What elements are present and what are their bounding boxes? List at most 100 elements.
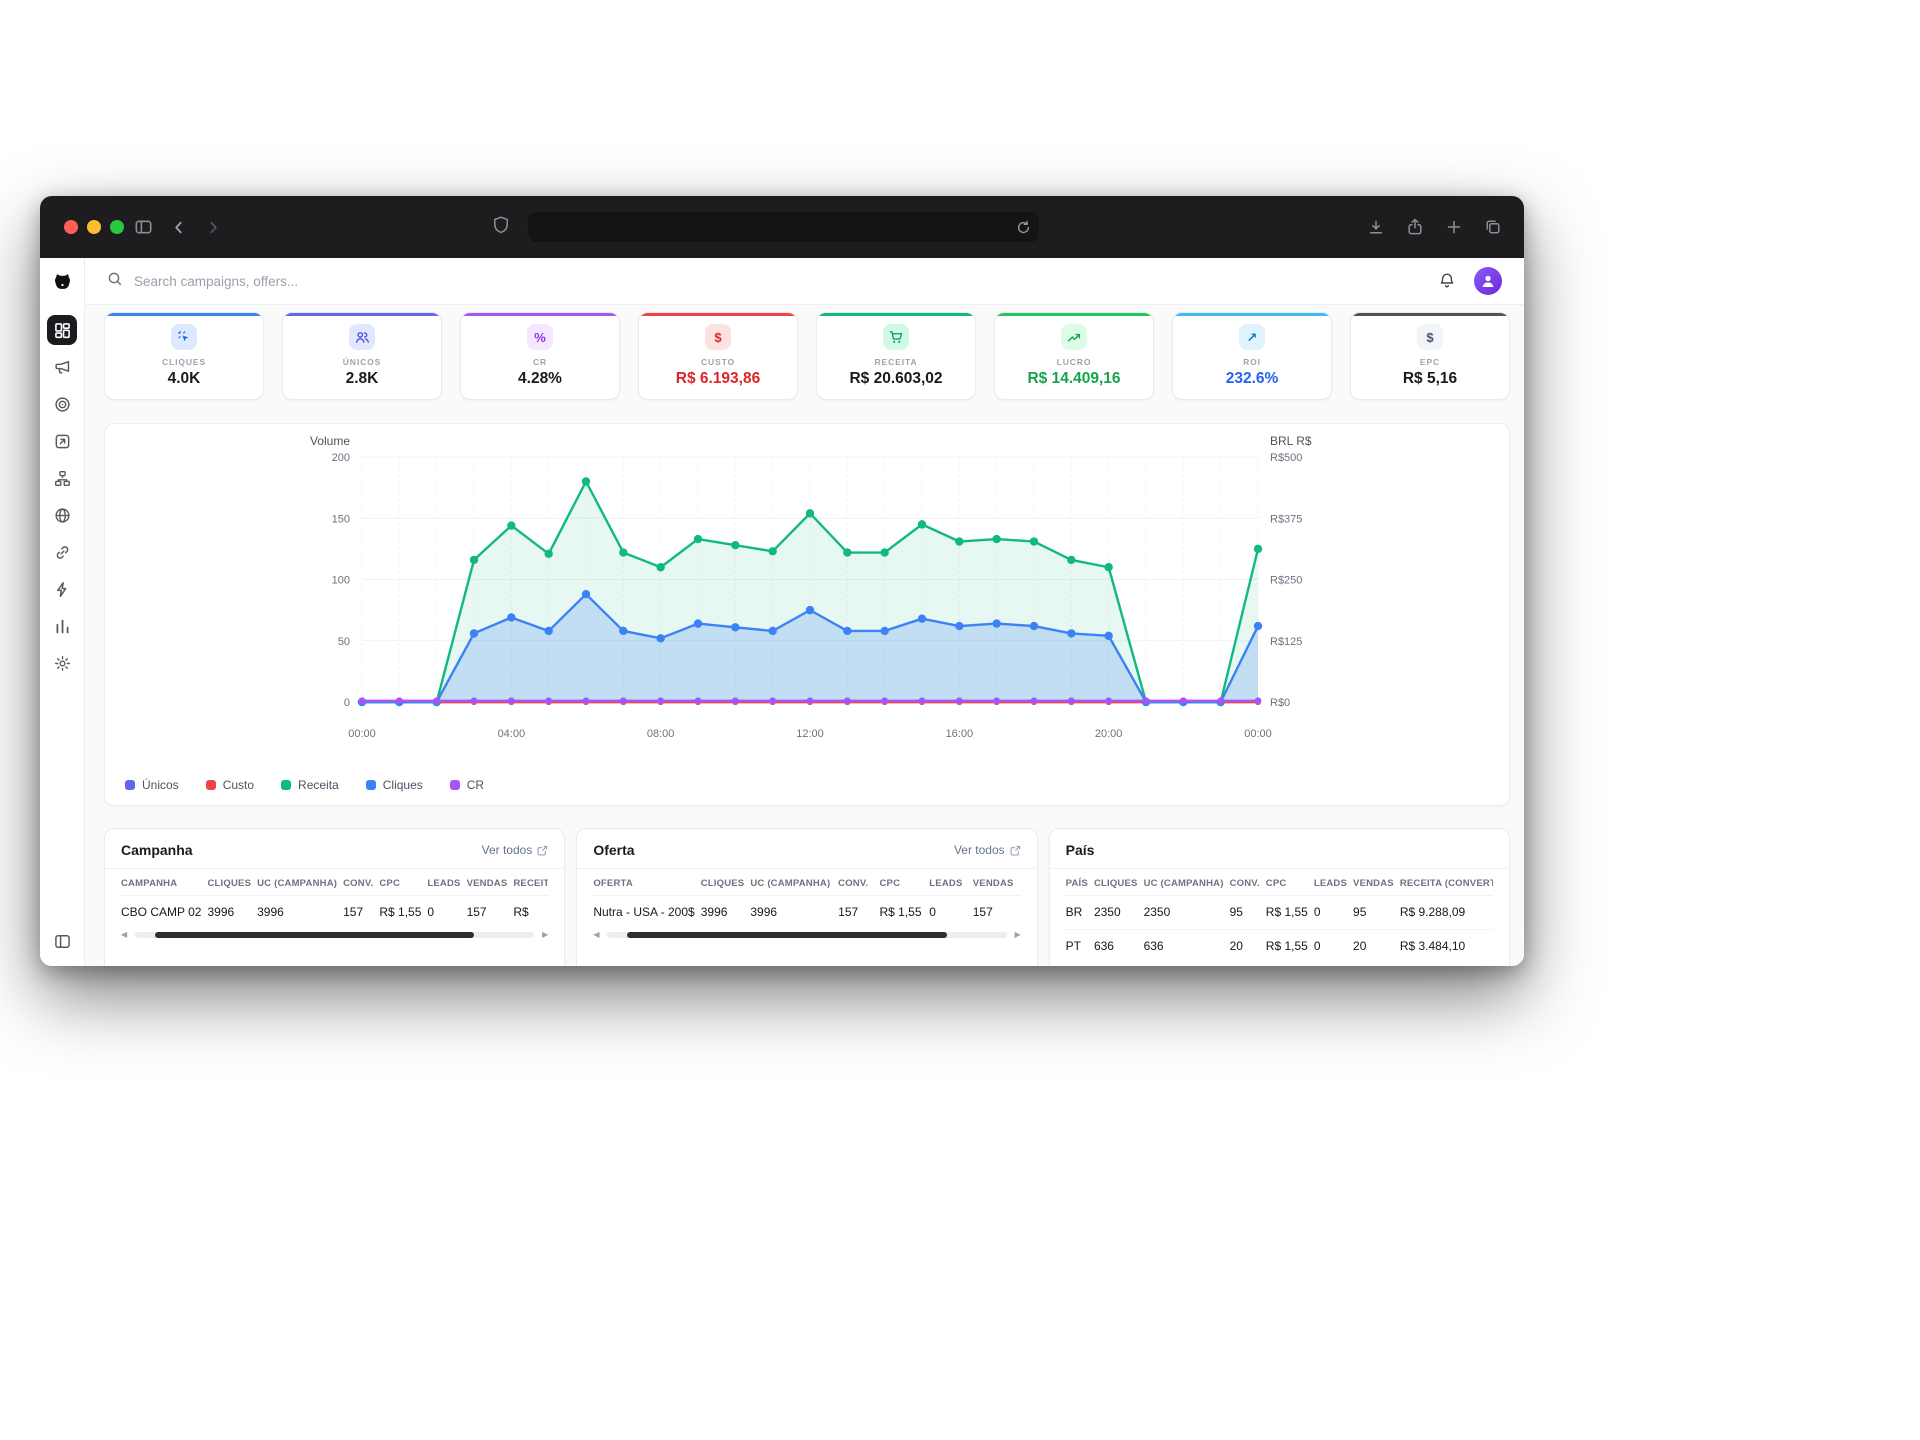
- cell: 20: [1229, 929, 1266, 963]
- back-icon[interactable]: [171, 219, 187, 235]
- ver-todos-link[interactable]: Ver todos: [954, 843, 1021, 857]
- kpi-accent: [817, 313, 975, 316]
- kpi-label: ROI: [1243, 357, 1261, 367]
- app-sidebar: [40, 258, 85, 966]
- scroll-left-icon[interactable]: ◀: [121, 930, 128, 939]
- col-header: LEADS: [929, 878, 963, 889]
- dollar-icon: $: [1417, 324, 1443, 350]
- forward-icon[interactable]: [205, 219, 221, 235]
- legend-item[interactable]: Custo: [205, 778, 254, 792]
- share-icon[interactable]: [1406, 218, 1424, 236]
- collapse-panel-icon[interactable]: [47, 926, 77, 956]
- col-header: OFERTA: [593, 878, 633, 889]
- col-header: CPC: [879, 878, 901, 889]
- scrollbar-thumb[interactable]: [155, 932, 475, 938]
- col-header: UC (CAMPANHA): [257, 878, 338, 889]
- cell: 2350: [1143, 895, 1230, 930]
- col-header: RECEITA: [513, 878, 549, 889]
- col-header: VENDAS: [972, 878, 1014, 889]
- table-row[interactable]: Nutra - USA - 200$ 3996 3996 157 R$ 1,55…: [593, 895, 1021, 929]
- svg-text:R$375: R$375: [1270, 513, 1302, 525]
- main-area: CLIQUES 4.0K ÚNICOS 2.8K % CR: [85, 258, 1524, 966]
- cell: R$ 9.288,09: [1399, 895, 1493, 930]
- legend-item[interactable]: Únicos: [125, 778, 179, 792]
- legend-item[interactable]: Cliques: [365, 778, 423, 792]
- kpi-value: R$ 14.409,16: [1027, 370, 1121, 387]
- cell: R$ 1,55: [1265, 895, 1314, 930]
- kpi-accent: [283, 313, 441, 316]
- kpi-row: CLIQUES 4.0K ÚNICOS 2.8K % CR: [104, 312, 1510, 400]
- external-link-icon: [537, 845, 548, 855]
- sidebar-item-automation[interactable]: [47, 574, 77, 604]
- ver-todos-label: Ver todos: [481, 843, 533, 857]
- kpi-value: 4.28%: [518, 370, 562, 387]
- avatar[interactable]: [1474, 267, 1502, 295]
- scrollbar-thumb[interactable]: [627, 932, 947, 938]
- kpi-card-custo: $ CUSTO R$ 6.193,86: [638, 312, 798, 400]
- sidebar-toggle-icon[interactable]: [134, 218, 153, 237]
- zoom-button[interactable]: [110, 220, 124, 234]
- cell: 157: [838, 895, 880, 929]
- sidebar-item-dashboard[interactable]: [47, 315, 77, 345]
- sidebar-item-integrations[interactable]: [47, 426, 77, 456]
- percent-icon: %: [527, 324, 553, 350]
- sidebar-item-campaigns[interactable]: [47, 352, 77, 382]
- cell: 3996: [257, 895, 344, 929]
- kpi-label: LUCRO: [1056, 357, 1092, 367]
- search-input[interactable]: [132, 272, 472, 290]
- kpi-accent: [1173, 313, 1331, 316]
- cell: R$ 1,55: [879, 895, 930, 929]
- sidebar-item-links[interactable]: [47, 537, 77, 567]
- kpi-value: R$ 6.193,86: [675, 370, 761, 387]
- table-row[interactable]: CBO CAMP 02 3996 3996 157 R$ 1,55 0 157 …: [121, 895, 549, 929]
- browser-window: CLIQUES 4.0K ÚNICOS 2.8K % CR: [40, 196, 1524, 966]
- table-row[interactable]: BR 2350 2350 95 R$ 1,55 0 95 R$ 9.288,09: [1065, 895, 1493, 930]
- legend-item[interactable]: Receita: [281, 778, 339, 792]
- url-bar[interactable]: [527, 211, 1040, 243]
- minimize-button[interactable]: [87, 220, 101, 234]
- sidebar-item-flows[interactable]: [47, 463, 77, 493]
- kpi-value: 232.6%: [1225, 370, 1279, 387]
- card-campanha: Campanha Ver todos CAMPANHA: [104, 828, 566, 966]
- svg-text:200: 200: [332, 452, 350, 464]
- kpi-card-unicos: ÚNICOS 2.8K: [282, 312, 442, 400]
- users-icon: [349, 324, 375, 350]
- downloads-icon[interactable]: [1367, 218, 1385, 236]
- col-header: RECEITA (CONVERTIDA): [1399, 878, 1493, 889]
- tab-overview-icon[interactable]: [1484, 218, 1502, 236]
- cursor-click-icon: [171, 324, 197, 350]
- scroll-right-icon[interactable]: ▶: [1014, 930, 1021, 939]
- dollar-icon: $: [705, 324, 731, 350]
- table-row[interactable]: PT 636 636 20 R$ 1,55 0 20 R$ 3.484,10: [1065, 929, 1493, 963]
- table-header-row: CAMPANHA CLIQUES UC (CAMPANHA) CONV. CPC…: [121, 869, 548, 896]
- sidebar-item-settings[interactable]: [47, 648, 77, 678]
- kpi-accent: [995, 313, 1153, 316]
- bell-icon[interactable]: [1438, 272, 1456, 290]
- scrollbar-track[interactable]: [135, 932, 535, 938]
- card-title: País: [1065, 842, 1095, 858]
- sidebar-item-domains[interactable]: [47, 500, 77, 530]
- legend-item[interactable]: CR: [449, 778, 484, 792]
- card-oferta: Oferta Ver todos OFERTA CL: [576, 828, 1038, 966]
- cell: PT: [1065, 929, 1094, 963]
- url-input[interactable]: [528, 219, 1016, 235]
- cell: R$ 1,55: [1265, 929, 1314, 963]
- col-header: CLIQUES: [207, 878, 252, 889]
- scrollbar-track[interactable]: [607, 932, 1007, 938]
- ver-todos-link[interactable]: Ver todos: [482, 843, 549, 857]
- sidebar-item-reports[interactable]: [47, 611, 77, 641]
- svg-text:100: 100: [332, 575, 350, 587]
- col-header: CONV.: [343, 878, 374, 889]
- col-header: VENDAS: [1353, 878, 1394, 889]
- privacy-shield-icon[interactable]: [492, 216, 510, 239]
- scroll-left-icon[interactable]: ◀: [593, 930, 600, 939]
- cell: R$ 3.484,10: [1399, 929, 1493, 963]
- trend-up-icon: [1061, 324, 1087, 350]
- new-tab-icon[interactable]: [1445, 218, 1463, 236]
- reload-icon[interactable]: [1016, 220, 1031, 235]
- dashboard-app: CLIQUES 4.0K ÚNICOS 2.8K % CR: [40, 258, 1524, 966]
- sidebar-item-targets[interactable]: [47, 389, 77, 419]
- scroll-right-icon[interactable]: ▶: [542, 930, 549, 939]
- close-button[interactable]: [64, 220, 78, 234]
- card-title: Campanha: [121, 842, 193, 858]
